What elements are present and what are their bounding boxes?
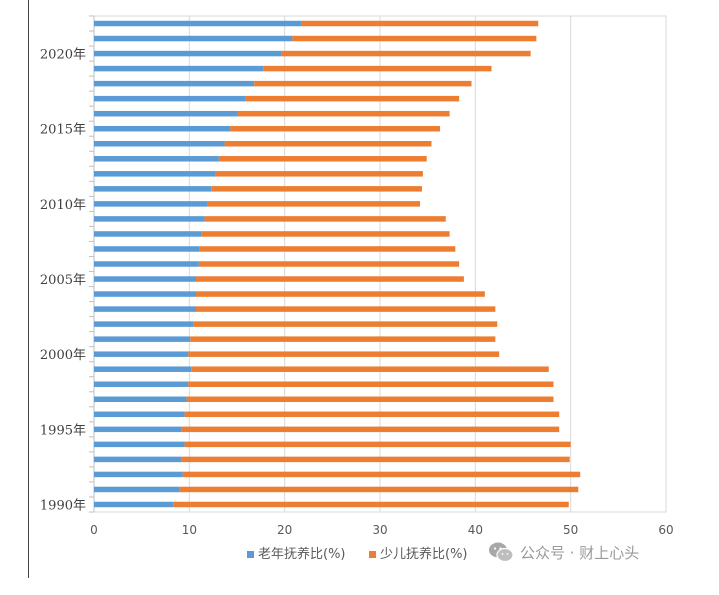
legend-swatch-elderly bbox=[247, 551, 254, 558]
bar-elderly-dependency bbox=[94, 291, 197, 297]
bar-elderly-dependency bbox=[94, 171, 216, 177]
y-tick-label: 2020年 bbox=[40, 48, 86, 63]
bar-elderly-dependency bbox=[94, 50, 282, 57]
bar-child-dependency bbox=[301, 20, 539, 27]
bar-child-dependency bbox=[181, 456, 570, 463]
bar-child-dependency bbox=[281, 50, 531, 57]
bar-elderly-dependency bbox=[94, 456, 182, 463]
bar-child-dependency bbox=[204, 216, 446, 222]
left-border-line bbox=[28, 0, 29, 578]
bar-child-dependency bbox=[184, 411, 560, 418]
bar-child-dependency bbox=[179, 486, 579, 493]
bar-elderly-dependency bbox=[94, 381, 189, 387]
bar-elderly-dependency bbox=[94, 501, 174, 508]
bar-child-dependency bbox=[201, 231, 450, 237]
bar-elderly-dependency bbox=[94, 95, 246, 102]
bar-elderly-dependency bbox=[94, 366, 192, 372]
bar-child-dependency bbox=[254, 80, 472, 87]
bar-elderly-dependency bbox=[94, 336, 191, 342]
bar-elderly-dependency bbox=[94, 261, 199, 267]
bar-elderly-dependency bbox=[94, 321, 194, 327]
bar-elderly-dependency bbox=[94, 80, 255, 87]
bar-elderly-dependency bbox=[94, 351, 189, 357]
bar-child-dependency bbox=[207, 201, 421, 207]
watermark-text: 公众号 · 财上心头 bbox=[520, 543, 640, 562]
bar-elderly-dependency bbox=[94, 306, 197, 312]
x-tick-label: 50 bbox=[563, 523, 578, 537]
bar-elderly-dependency bbox=[94, 216, 205, 222]
legend-label-elderly: 老年抚养比(%) bbox=[258, 546, 346, 562]
y-tick-label: 2015年 bbox=[40, 123, 86, 138]
bar-elderly-dependency bbox=[94, 35, 293, 42]
bar-elderly-dependency bbox=[94, 20, 302, 27]
bar-child-dependency bbox=[173, 501, 569, 508]
bar-elderly-dependency bbox=[94, 246, 200, 252]
bar-child-dependency bbox=[263, 65, 492, 72]
bar-child-dependency bbox=[224, 141, 432, 147]
bar-child-dependency bbox=[218, 156, 427, 162]
bar-elderly-dependency bbox=[94, 471, 183, 478]
bar-elderly-dependency bbox=[94, 186, 212, 192]
bar-child-dependency bbox=[245, 95, 460, 102]
x-tick-label: 0 bbox=[90, 523, 98, 537]
bar-elderly-dependency bbox=[94, 110, 237, 117]
bar-child-dependency bbox=[184, 441, 571, 448]
y-tick-label: 1990年 bbox=[40, 498, 86, 513]
bar-child-dependency bbox=[199, 246, 456, 252]
bar-elderly-dependency bbox=[94, 441, 185, 448]
bar-elderly-dependency bbox=[94, 426, 182, 433]
bar-child-dependency bbox=[182, 471, 581, 478]
bar-elderly-dependency bbox=[94, 141, 225, 147]
watermark: 公众号 · 财上心头 bbox=[488, 541, 639, 563]
bar-elderly-dependency bbox=[94, 156, 219, 162]
bar-child-dependency bbox=[188, 351, 500, 357]
bar-child-dependency bbox=[292, 35, 537, 42]
bar-child-dependency bbox=[188, 381, 554, 387]
bar-child-dependency bbox=[181, 426, 560, 433]
bar-child-dependency bbox=[215, 171, 423, 177]
y-tick-label: 2010年 bbox=[40, 198, 86, 213]
bar-child-dependency bbox=[191, 366, 549, 372]
bar-child-dependency bbox=[193, 321, 498, 327]
bar-child-dependency bbox=[211, 186, 422, 192]
legend-swatch-child bbox=[369, 551, 376, 558]
y-tick-label: 1995年 bbox=[40, 423, 86, 438]
bar-elderly-dependency bbox=[94, 411, 185, 418]
bar-elderly-dependency bbox=[94, 65, 264, 72]
y-tick-label: 2000年 bbox=[40, 348, 86, 363]
bar-elderly-dependency bbox=[94, 396, 187, 403]
bar-child-dependency bbox=[186, 396, 554, 403]
bar-elderly-dependency bbox=[94, 231, 202, 237]
x-tick-label: 40 bbox=[468, 523, 483, 537]
bar-elderly-dependency bbox=[94, 276, 197, 282]
legend-label-child: 少儿抚养比(%) bbox=[380, 546, 468, 562]
bar-child-dependency bbox=[237, 110, 450, 117]
x-tick-label: 10 bbox=[182, 523, 197, 537]
bar-child-dependency bbox=[198, 261, 460, 267]
x-tick-label: 30 bbox=[372, 523, 387, 537]
bar-child-dependency bbox=[230, 125, 441, 132]
x-tick-label: 20 bbox=[277, 523, 292, 537]
bar-child-dependency bbox=[196, 291, 485, 297]
bar-child-dependency bbox=[196, 276, 464, 282]
bar-elderly-dependency bbox=[94, 486, 180, 493]
bar-elderly-dependency bbox=[94, 125, 231, 132]
wechat-icon bbox=[489, 542, 514, 563]
bar-child-dependency bbox=[196, 306, 496, 312]
bar-child-dependency bbox=[190, 336, 496, 342]
bar-elderly-dependency bbox=[94, 201, 208, 207]
x-tick-label: 60 bbox=[658, 523, 673, 537]
y-tick-label: 2005年 bbox=[40, 273, 86, 288]
